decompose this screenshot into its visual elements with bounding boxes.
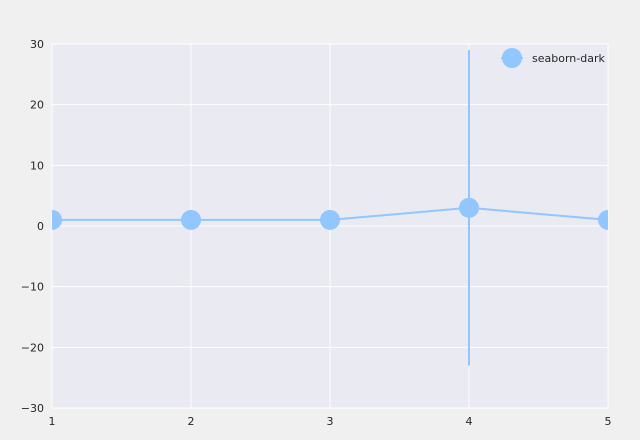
y-tick-label: 10 — [30, 159, 44, 172]
data-point — [52, 209, 62, 230]
data-point — [181, 209, 201, 230]
x-tick-label: 1 — [49, 415, 56, 428]
y-tick-label: 30 — [30, 38, 44, 51]
y-tick-label: −10 — [21, 281, 44, 294]
y-tick-label: 0 — [37, 220, 44, 233]
x-tick-label: 4 — [466, 415, 473, 428]
legend-marker — [502, 48, 522, 68]
x-tick-label: 5 — [605, 415, 612, 428]
series-layer — [52, 50, 608, 366]
x-tick-label: 3 — [327, 415, 334, 428]
legend: seaborn-dark — [501, 48, 605, 68]
y-tick-label: −20 — [21, 341, 44, 354]
y-tick-label: 20 — [30, 99, 44, 112]
data-point — [320, 209, 340, 230]
data-point — [598, 209, 608, 230]
data-point — [459, 197, 479, 218]
y-tick-label: −30 — [21, 402, 44, 415]
tick-labels: 1 2 3 4 5 −30 −20 −10 0 10 20 30 — [21, 38, 612, 428]
x-tick-label: 2 — [188, 415, 195, 428]
grid — [51, 43, 609, 409]
series-group — [52, 50, 608, 366]
legend-label: seaborn-dark — [532, 52, 605, 65]
